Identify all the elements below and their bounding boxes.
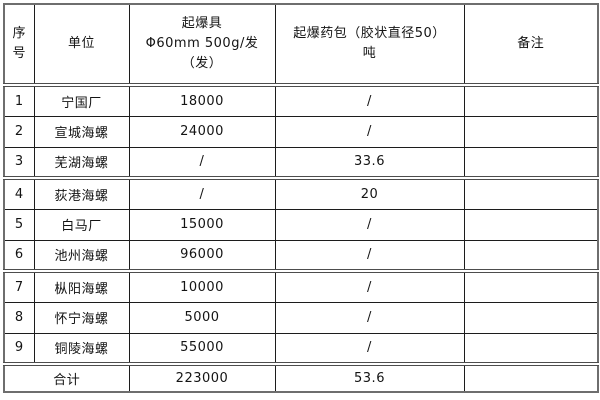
cell-note xyxy=(463,115,599,148)
cell-charge-tons: / xyxy=(274,115,465,148)
cell-note xyxy=(463,239,599,273)
cell-note xyxy=(463,177,599,210)
cell-detonator-count: 5000 xyxy=(128,301,276,334)
cell-detonator-count: 24000 xyxy=(128,115,276,148)
cell-charge-tons: / xyxy=(274,239,465,273)
cell-unit: 池州海螺 xyxy=(33,239,130,273)
header-serial-number: 序号 xyxy=(3,3,35,87)
total-detonator-count: 223000 xyxy=(128,363,276,393)
cell-detonator-count: 55000 xyxy=(128,332,276,366)
total-label: 合计 xyxy=(3,363,130,393)
cell-unit: 怀宁海螺 xyxy=(33,301,130,334)
cell-serial: 5 xyxy=(3,208,35,241)
cell-serial: 3 xyxy=(3,146,35,180)
cell-unit: 枞阳海螺 xyxy=(33,270,130,303)
table-row: 2 宣城海螺 24000 / xyxy=(3,115,599,148)
header-note: 备注 xyxy=(463,3,599,87)
cell-serial: 7 xyxy=(3,270,35,303)
table-row: 7 枞阳海螺 10000 / xyxy=(3,270,599,303)
cell-serial: 8 xyxy=(3,301,35,334)
cell-serial: 1 xyxy=(3,84,35,117)
cell-unit: 白马厂 xyxy=(33,208,130,241)
cell-serial: 6 xyxy=(3,239,35,273)
cell-note xyxy=(463,208,599,241)
table-row: 1 宁国厂 18000 / xyxy=(3,84,599,117)
table-row: 8 怀宁海螺 5000 / xyxy=(3,301,599,334)
cell-serial: 2 xyxy=(3,115,35,148)
cell-note xyxy=(463,301,599,334)
cell-detonator-count: 18000 xyxy=(128,84,276,117)
cell-charge-tons: 33.6 xyxy=(274,146,465,180)
cell-detonator-count: / xyxy=(128,146,276,180)
header-detonator: 起爆具 Φ60mm 500g/发 （发） xyxy=(128,3,276,87)
total-note xyxy=(463,363,599,393)
table-header-row: 序号 单位 起爆具 Φ60mm 500g/发 （发） 起爆药包（胶状直径50） … xyxy=(3,3,599,87)
explosives-report-table: 序号 单位 起爆具 Φ60mm 500g/发 （发） 起爆药包（胶状直径50） … xyxy=(3,3,599,393)
header-charge: 起爆药包（胶状直径50） 吨 xyxy=(274,3,465,87)
cell-charge-tons: / xyxy=(274,208,465,241)
table-total-row: 合计 223000 53.6 xyxy=(3,363,599,393)
cell-detonator-count: 10000 xyxy=(128,270,276,303)
cell-charge-tons: / xyxy=(274,84,465,117)
total-charge-tons: 53.6 xyxy=(274,363,465,393)
table-row: 3 芜湖海螺 / 33.6 xyxy=(3,146,599,180)
cell-charge-tons: / xyxy=(274,332,465,366)
cell-detonator-count: 15000 xyxy=(128,208,276,241)
cell-unit: 宣城海螺 xyxy=(33,115,130,148)
cell-charge-tons: / xyxy=(274,301,465,334)
cell-charge-tons: / xyxy=(274,270,465,303)
cell-detonator-count: 96000 xyxy=(128,239,276,273)
cell-unit: 铜陵海螺 xyxy=(33,332,130,366)
table-row: 4 荻港海螺 / 20 xyxy=(3,177,599,210)
table-row: 9 铜陵海螺 55000 / xyxy=(3,332,599,366)
cell-unit: 荻港海螺 xyxy=(33,177,130,210)
cell-note xyxy=(463,84,599,117)
cell-unit: 宁国厂 xyxy=(33,84,130,117)
cell-charge-tons: 20 xyxy=(274,177,465,210)
table-row: 5 白马厂 15000 / xyxy=(3,208,599,241)
cell-note xyxy=(463,332,599,366)
cell-serial: 9 xyxy=(3,332,35,366)
cell-unit: 芜湖海螺 xyxy=(33,146,130,180)
cell-detonator-count: / xyxy=(128,177,276,210)
header-unit: 单位 xyxy=(33,3,130,87)
table-row: 6 池州海螺 96000 / xyxy=(3,239,599,273)
cell-note xyxy=(463,270,599,303)
cell-serial: 4 xyxy=(3,177,35,210)
cell-note xyxy=(463,146,599,180)
